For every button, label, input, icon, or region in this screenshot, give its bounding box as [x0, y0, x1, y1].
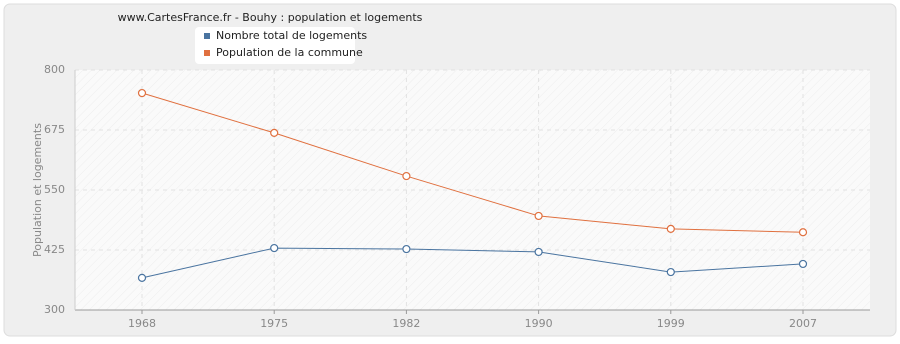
x-tick-label: 1975: [260, 317, 288, 330]
data-point: [534, 211, 543, 221]
legend-swatch: [204, 50, 210, 56]
x-tick-label: 1982: [392, 317, 420, 330]
data-point: [402, 244, 411, 254]
data-point: [666, 224, 675, 233]
data-point: [270, 243, 279, 253]
y-tick-label: 800: [44, 63, 65, 76]
data-point: [402, 171, 411, 181]
plot-area: [75, 70, 870, 310]
data-point: [798, 259, 808, 269]
data-point: [270, 128, 279, 137]
series-line: [141, 247, 804, 279]
y-tick-label: 550: [44, 183, 65, 196]
y-axis-label: Population et logements: [31, 123, 44, 257]
data-point: [666, 267, 675, 277]
data-point: [534, 247, 543, 257]
legend-label: Nombre total de logements: [216, 29, 367, 42]
data-point: [137, 273, 147, 282]
legend-label: Population de la commune: [216, 46, 363, 59]
x-tick-label: 1968: [128, 317, 156, 330]
y-tick-label: 675: [44, 123, 65, 136]
x-tick-label: 1999: [657, 317, 685, 330]
x-tick-label: 1990: [525, 317, 553, 330]
data-point: [137, 88, 147, 98]
chart-title: www.CartesFrance.fr - Bouhy : population…: [118, 11, 423, 24]
y-tick-label: 425: [44, 243, 65, 256]
series-line: [141, 92, 804, 233]
y-tick-label: 300: [44, 303, 65, 316]
x-tick-label: 2007: [789, 317, 817, 330]
legend: [195, 27, 355, 64]
legend-swatch: [204, 33, 210, 39]
data-point: [798, 228, 808, 237]
